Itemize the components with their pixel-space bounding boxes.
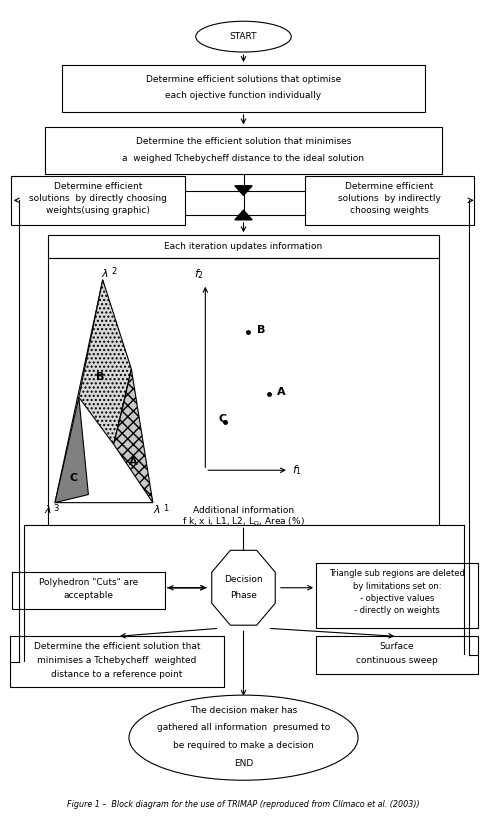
- Bar: [10, 637, 225, 686]
- Text: Decision: Decision: [224, 575, 263, 584]
- Polygon shape: [235, 186, 252, 195]
- Bar: [48, 235, 439, 258]
- Text: Determine the efficient solution that minimises: Determine the efficient solution that mi…: [136, 137, 351, 146]
- Text: $f_2$: $f_2$: [194, 267, 204, 281]
- Bar: [316, 637, 478, 674]
- Text: - directly on weights: - directly on weights: [354, 606, 440, 615]
- Ellipse shape: [129, 696, 358, 780]
- Text: solutions  by directly choosing: solutions by directly choosing: [29, 194, 167, 203]
- Text: each ojective function individually: each ojective function individually: [166, 91, 321, 100]
- Text: distance to a reference point: distance to a reference point: [51, 670, 183, 679]
- Text: $f_1$: $f_1$: [292, 463, 302, 477]
- Bar: [11, 176, 185, 225]
- Text: $\lambda$: $\lambda$: [153, 503, 161, 515]
- Polygon shape: [55, 397, 89, 503]
- Polygon shape: [235, 210, 252, 220]
- Text: by limitations set on:: by limitations set on:: [353, 581, 441, 590]
- Text: Determine the efficient solution that: Determine the efficient solution that: [34, 643, 200, 652]
- Text: a  weighed Tchebycheff distance to the ideal solution: a weighed Tchebycheff distance to the id…: [123, 154, 364, 163]
- Text: 1: 1: [163, 504, 168, 513]
- Text: f k, x i, L1, L2, L$_\Omega$, Area (%): f k, x i, L1, L2, L$_\Omega$, Area (%): [182, 516, 305, 528]
- Text: Figure 1 –  Block diagram for the use of TRIMAP (reproduced from Clímaco et al. : Figure 1 – Block diagram for the use of …: [67, 800, 420, 809]
- Text: Additional information: Additional information: [193, 506, 294, 515]
- Text: B: B: [96, 372, 105, 382]
- Bar: [12, 571, 165, 609]
- Text: Determine efficient solutions that optimise: Determine efficient solutions that optim…: [146, 75, 341, 84]
- Text: $\lambda$: $\lambda$: [44, 503, 52, 515]
- Text: A: A: [129, 457, 137, 467]
- Text: $\lambda$: $\lambda$: [101, 267, 109, 280]
- Bar: [48, 258, 439, 525]
- Bar: [316, 563, 478, 629]
- Text: Triangle sub regions are deleted: Triangle sub regions are deleted: [329, 570, 465, 578]
- Text: Surface: Surface: [380, 643, 414, 652]
- Text: B: B: [257, 325, 265, 335]
- Text: - objective values: - objective values: [360, 594, 434, 603]
- Text: weights(using graphic): weights(using graphic): [46, 207, 150, 215]
- Bar: [45, 127, 442, 174]
- Text: Determine efficient: Determine efficient: [345, 182, 434, 191]
- Text: minimises a Tchebycheff  weighted: minimises a Tchebycheff weighted: [37, 656, 197, 665]
- Text: C: C: [69, 473, 77, 483]
- Polygon shape: [79, 280, 131, 444]
- Text: choosing weights: choosing weights: [350, 207, 429, 215]
- Polygon shape: [113, 369, 153, 503]
- Text: be required to make a decision: be required to make a decision: [173, 741, 314, 750]
- Text: solutions  by indirectly: solutions by indirectly: [338, 194, 441, 203]
- Text: Polyhedron "Cuts" are: Polyhedron "Cuts" are: [39, 577, 138, 586]
- Text: Phase: Phase: [230, 591, 257, 600]
- Bar: [305, 176, 474, 225]
- Polygon shape: [55, 280, 153, 503]
- Text: Determine efficient: Determine efficient: [54, 182, 142, 191]
- Text: A: A: [277, 386, 285, 397]
- Text: END: END: [234, 759, 253, 768]
- Text: 2: 2: [111, 267, 116, 276]
- Text: START: START: [230, 32, 257, 41]
- Text: Each iteration updates information: Each iteration updates information: [165, 242, 322, 251]
- Bar: [62, 65, 425, 112]
- Text: continuous sweep: continuous sweep: [356, 656, 438, 665]
- Text: The decision maker has: The decision maker has: [190, 705, 297, 715]
- Polygon shape: [212, 550, 275, 625]
- Ellipse shape: [196, 22, 291, 52]
- Text: C: C: [219, 414, 227, 424]
- Text: acceptable: acceptable: [63, 591, 113, 600]
- Text: gathered all information  presumed to: gathered all information presumed to: [157, 723, 330, 732]
- Text: 3: 3: [54, 504, 59, 513]
